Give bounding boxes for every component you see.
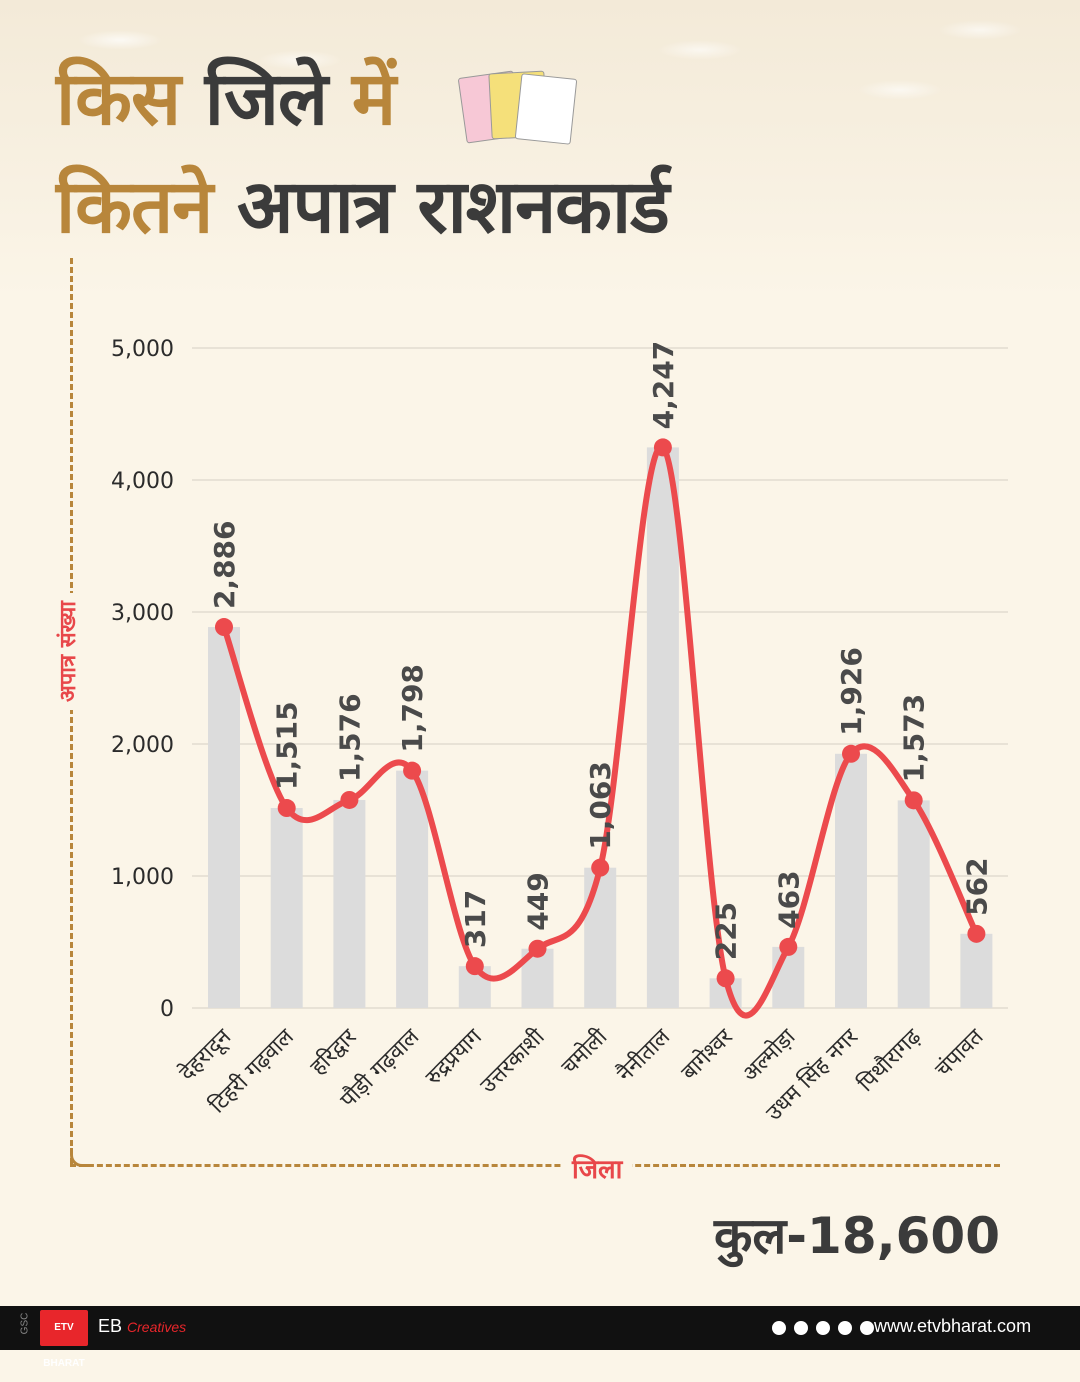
y-tick-label: 4,000 — [111, 469, 174, 494]
youtube-icon[interactable] — [838, 1321, 853, 1335]
social-icons — [772, 1320, 877, 1339]
frame-bottom-border — [70, 1164, 1000, 1167]
data-label: 463 — [772, 870, 805, 928]
whatsapp-icon[interactable] — [860, 1321, 875, 1335]
x-tick-label: चंपावत — [931, 1024, 989, 1082]
bar — [835, 753, 867, 1008]
data-label: 562 — [960, 857, 993, 915]
bar — [208, 627, 240, 1008]
frame-corner — [70, 1148, 89, 1167]
y-tick-label: 2,000 — [111, 733, 174, 758]
website-link[interactable]: www.etvbharat.com — [874, 1316, 1032, 1336]
x-tick-label: पिथौरागढ़ — [853, 1023, 927, 1097]
bar — [960, 933, 993, 1008]
series-line — [221, 444, 980, 1019]
x-icon[interactable] — [794, 1321, 809, 1335]
title-word: कितने — [56, 164, 213, 250]
y-tick-label: 3,000 — [111, 601, 174, 626]
data-point — [904, 791, 923, 810]
title-word: जिले — [204, 56, 328, 142]
title-word: अपात्र राशनकार्ड — [237, 164, 670, 250]
data-point — [716, 969, 735, 988]
y-tick-label: 5,000 — [111, 337, 174, 362]
data-point — [967, 924, 986, 943]
data-label: 449 — [522, 872, 555, 930]
data-point — [528, 939, 547, 958]
bar — [396, 770, 429, 1008]
x-tick-label: चमोली — [556, 1024, 612, 1080]
bar — [333, 799, 366, 1008]
etv-bharat-logo: ETV BHARAT — [40, 1310, 88, 1369]
bar — [646, 447, 679, 1008]
data-point — [653, 438, 672, 457]
data-label: 1,576 — [333, 693, 366, 782]
rice-background — [0, 0, 1080, 300]
facebook-icon[interactable] — [772, 1321, 786, 1335]
data-label: 1,063 — [584, 761, 617, 850]
data-point — [277, 799, 296, 818]
data-label: 1,573 — [898, 694, 931, 783]
y-axis-label: अपात्र संख्या — [52, 592, 82, 710]
total-count: कुल-18,600 — [714, 1207, 1000, 1265]
frame-left-border — [70, 258, 73, 1164]
data-point — [340, 790, 359, 809]
data-label: 1,515 — [271, 701, 304, 790]
gsc-mark: GSC — [19, 1312, 31, 1335]
x-tick-label: हरिद्वार — [305, 1023, 362, 1080]
data-point — [779, 937, 798, 956]
data-point — [403, 761, 422, 780]
chart: 0 1,000 2,000 3,000 4,000 5,000 2,886 1,515 1,5… — [111, 337, 1008, 1126]
y-tick-label: 0 — [160, 997, 174, 1022]
title-word: किस — [56, 56, 181, 142]
data-label: 225 — [710, 902, 743, 960]
x-tick-label: उत्तरकाशी — [475, 1024, 550, 1099]
data-label: 1,926 — [835, 647, 868, 736]
data-point — [215, 618, 233, 637]
bar — [772, 946, 805, 1008]
footer-bar — [0, 1306, 1080, 1350]
y-tick-label: 1,000 — [111, 865, 174, 890]
data-label: 4,247 — [647, 341, 680, 430]
x-axis-label: जिला — [562, 1150, 633, 1186]
title-line-1: किस जिले में — [56, 62, 396, 136]
instagram-icon[interactable] — [816, 1321, 831, 1335]
creatives-text: Creatives — [127, 1319, 187, 1335]
data-point — [842, 744, 860, 763]
bar — [584, 867, 617, 1008]
data-point — [465, 957, 484, 976]
data-label: 2,886 — [208, 520, 241, 609]
data-label: 1,798 — [396, 664, 429, 753]
x-tick-label: बागेश्वर — [676, 1023, 738, 1085]
eb-creatives-logo: EB Creatives — [98, 1316, 186, 1337]
title-line-2: कितने अपात्र राशनकार्ड — [56, 170, 670, 244]
bar — [270, 808, 303, 1008]
title-word: में — [351, 56, 396, 142]
x-tick-label: नैनीताल — [612, 1023, 676, 1087]
data-point — [591, 858, 610, 877]
data-label: 317 — [459, 890, 492, 948]
eb-text: EB — [98, 1316, 123, 1336]
bar — [897, 800, 930, 1008]
